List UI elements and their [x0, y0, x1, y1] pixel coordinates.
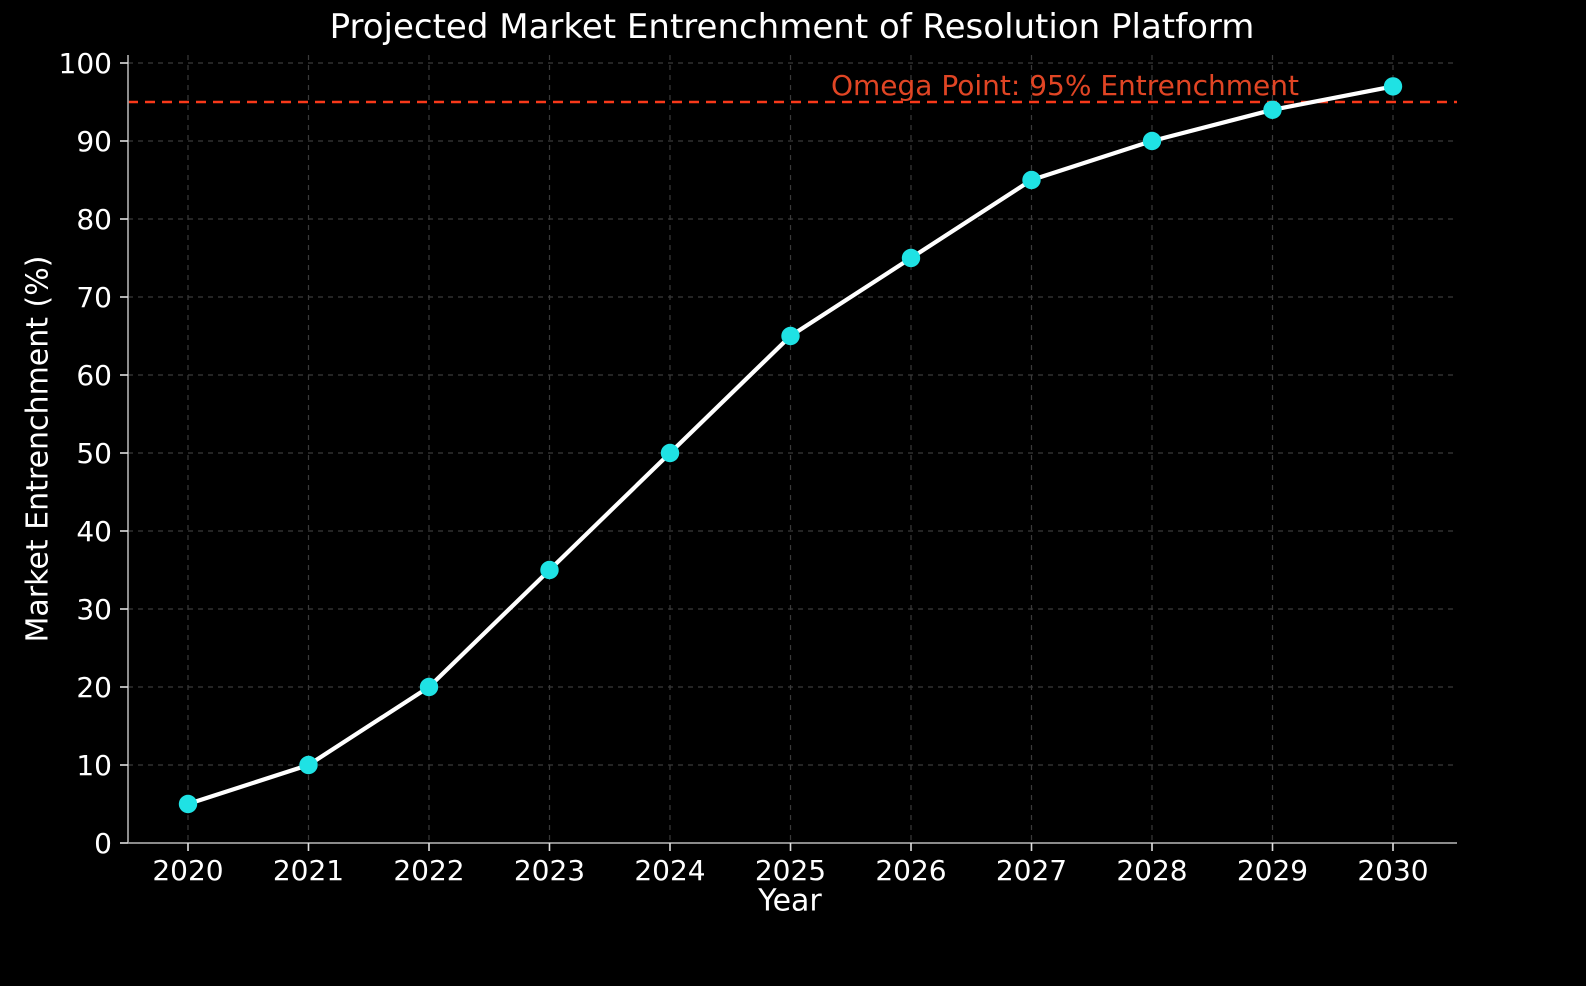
data-point-2030: [1383, 77, 1403, 96]
data-point-2028: [1142, 131, 1162, 151]
omega-point-annotation: Omega Point: 95% Entrenchment: [830, 69, 1299, 102]
y-axis-label: Market Entrenchment (%): [20, 255, 56, 643]
y-tick-label: 30: [76, 593, 112, 626]
x-axis-label: Year: [758, 883, 822, 919]
y-tick-label: 60: [76, 359, 112, 392]
y-tick-label: 10: [76, 749, 112, 782]
data-point-2023: [540, 560, 559, 580]
y-tick-label: 20: [76, 671, 112, 704]
x-tick-label: 2020: [152, 854, 223, 887]
y-tick-label: 70: [76, 281, 112, 314]
x-tick-label: 2030: [1357, 854, 1428, 887]
x-tick-label: 2021: [273, 854, 344, 887]
x-tick-label: 2027: [996, 854, 1067, 887]
data-point-2026: [901, 248, 921, 268]
x-tick-label: 2024: [634, 854, 705, 887]
chart-title: Projected Market Entrenchment of Resolut…: [329, 7, 1255, 47]
y-tick-label: 0: [94, 827, 112, 860]
data-point-2021: [299, 755, 318, 775]
data-point-2022: [419, 677, 439, 697]
x-tick-label: 2029: [1237, 854, 1308, 887]
y-tick-label: 50: [76, 437, 112, 470]
data-point-2027: [1022, 170, 1041, 190]
data-point-2025: [781, 326, 800, 346]
data-point-2029: [1263, 100, 1282, 120]
y-tick-label: 40: [76, 515, 112, 548]
x-tick-label: 2026: [875, 854, 946, 887]
y-tick-label: 100: [59, 47, 112, 80]
y-tick-label: 90: [76, 125, 112, 158]
data-point-2020: [178, 794, 198, 814]
data-point-2024: [660, 443, 680, 463]
x-tick-label: 2022: [393, 854, 464, 887]
y-tick-label: 80: [76, 203, 112, 236]
x-tick-label: 2025: [755, 854, 826, 887]
x-tick-label: 2023: [514, 854, 585, 887]
x-tick-label: 2028: [1116, 854, 1187, 887]
